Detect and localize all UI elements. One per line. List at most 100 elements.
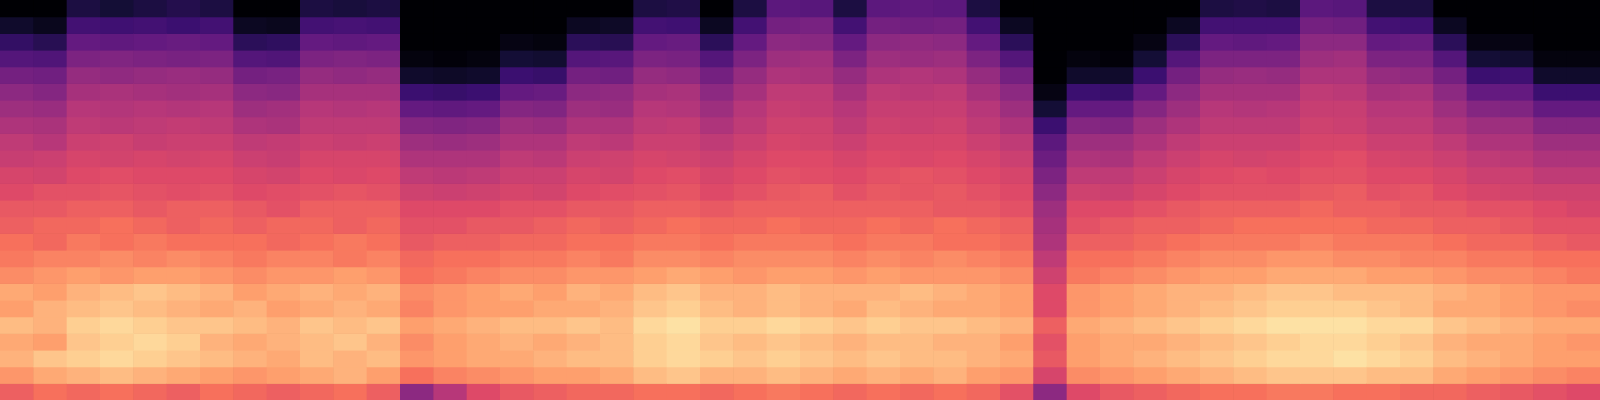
cell [767, 183, 801, 200]
cell [1400, 67, 1434, 84]
cell [433, 217, 467, 234]
cell [1467, 83, 1501, 100]
cell [933, 267, 967, 284]
cell [367, 367, 401, 384]
cell [567, 67, 601, 84]
cell [1500, 167, 1534, 184]
cell [1000, 233, 1034, 250]
cell [367, 317, 401, 334]
cell [167, 350, 201, 367]
cell [767, 117, 801, 134]
cell [1000, 50, 1034, 67]
cell [1000, 17, 1034, 34]
cell [333, 350, 367, 367]
cell [1567, 283, 1600, 300]
cell [433, 0, 467, 17]
cell [567, 300, 601, 317]
cell [100, 0, 134, 17]
cell [400, 283, 434, 300]
cell [0, 33, 34, 50]
cell [1100, 250, 1134, 267]
cell [1400, 133, 1434, 150]
cell [933, 350, 967, 367]
cell [600, 367, 634, 384]
cell [433, 300, 467, 317]
cell [1400, 17, 1434, 34]
cell [1100, 183, 1134, 200]
cell [600, 333, 634, 350]
cell [400, 367, 434, 384]
cell [967, 283, 1001, 300]
cell [1133, 283, 1167, 300]
cell [167, 217, 201, 234]
cell [200, 183, 234, 200]
cell [0, 100, 34, 117]
cell [1233, 233, 1267, 250]
cell [333, 183, 367, 200]
cell [300, 367, 334, 384]
cell [1067, 100, 1101, 117]
cell [1567, 33, 1600, 50]
cell [1233, 150, 1267, 167]
cell [767, 250, 801, 267]
cell [0, 383, 34, 400]
cell [1200, 83, 1234, 100]
cell [733, 83, 767, 100]
cell [1000, 317, 1034, 334]
cell [1067, 183, 1101, 200]
cell [1200, 17, 1234, 34]
cell [667, 33, 701, 50]
cell [1433, 100, 1467, 117]
cell [933, 17, 967, 34]
cell [767, 0, 801, 17]
cell [1067, 117, 1101, 134]
cell [567, 17, 601, 34]
cell [267, 300, 301, 317]
cell [100, 233, 134, 250]
cell [600, 50, 634, 67]
cell [300, 300, 334, 317]
cell [100, 50, 134, 67]
cell [367, 183, 401, 200]
cell [1100, 33, 1134, 50]
cell [1567, 67, 1600, 84]
cell [467, 350, 501, 367]
cell [700, 0, 734, 17]
cell [633, 200, 667, 217]
cell [1267, 367, 1301, 384]
cell [1533, 50, 1567, 67]
cell [867, 150, 901, 167]
cell [67, 250, 101, 267]
cell [1367, 0, 1401, 17]
cell [1067, 150, 1101, 167]
cell [600, 67, 634, 84]
cell [567, 150, 601, 167]
cell [133, 150, 167, 167]
cell [1100, 283, 1134, 300]
cell [1067, 350, 1101, 367]
cell [1367, 217, 1401, 234]
cell [1333, 50, 1367, 67]
cell [1367, 167, 1401, 184]
cell [1567, 133, 1600, 150]
cell [533, 250, 567, 267]
cell [533, 217, 567, 234]
cell [900, 50, 934, 67]
cell [400, 33, 434, 50]
cell [1300, 0, 1334, 17]
cell [1067, 33, 1101, 50]
cell [767, 83, 801, 100]
cell [1500, 33, 1534, 50]
cell [1267, 183, 1301, 200]
cell [1200, 50, 1234, 67]
cell [300, 167, 334, 184]
cell [1000, 0, 1034, 17]
cell [0, 283, 34, 300]
cell [800, 367, 834, 384]
cell [367, 33, 401, 50]
cell [1533, 183, 1567, 200]
cell [500, 367, 534, 384]
cell [1233, 133, 1267, 150]
cell [200, 117, 234, 134]
cell [1333, 283, 1367, 300]
